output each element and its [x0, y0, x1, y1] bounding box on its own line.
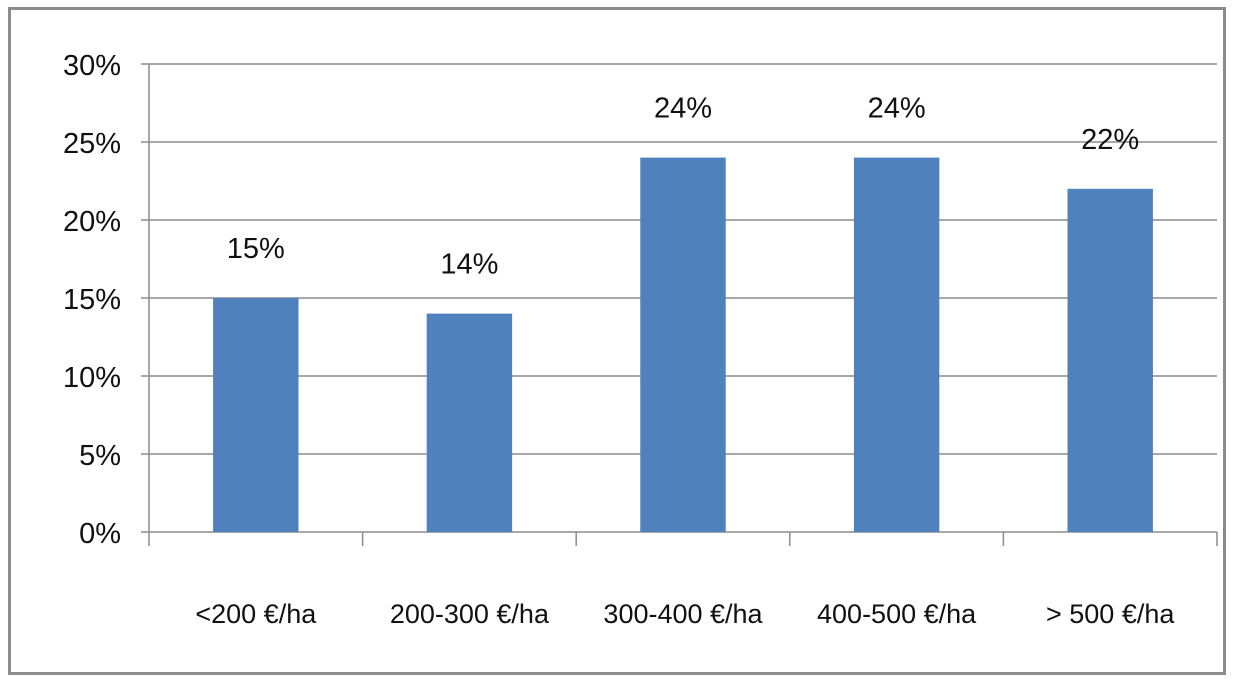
chart-frame: 0% 5% 10% 15% 20% 25% 30% 15% <200 €/ha 14% 200-30… — [8, 7, 1226, 675]
xtick-label: 400-500 €/ha — [817, 599, 977, 629]
ytick-label: 10% — [63, 362, 121, 394]
ytick-label: 5% — [79, 440, 121, 472]
bar-chart: 0% 5% 10% 15% 20% 25% 30% 15% <200 €/ha 14% 200-30… — [63, 50, 1218, 629]
xtick-label: > 500 €/ha — [1046, 599, 1175, 629]
bar — [640, 157, 726, 532]
xtick-label: 300-400 €/ha — [603, 599, 763, 629]
data-label: 15% — [227, 233, 285, 265]
ytick-label: 30% — [63, 50, 121, 82]
bar — [426, 313, 513, 532]
ytick-label: 0% — [79, 518, 121, 550]
ytick-label: 20% — [63, 206, 121, 238]
bar — [853, 157, 940, 532]
data-label: 22% — [1081, 124, 1139, 156]
bar — [213, 298, 299, 532]
xtick-label: <200 €/ha — [195, 599, 317, 629]
data-label: 24% — [868, 93, 926, 125]
ytick-label: 15% — [63, 284, 121, 316]
data-label: 14% — [440, 249, 498, 281]
ytick-label: 25% — [63, 128, 121, 160]
data-label: 24% — [654, 93, 712, 125]
xtick-label: 200-300 €/ha — [390, 599, 550, 629]
bar — [1067, 188, 1153, 533]
